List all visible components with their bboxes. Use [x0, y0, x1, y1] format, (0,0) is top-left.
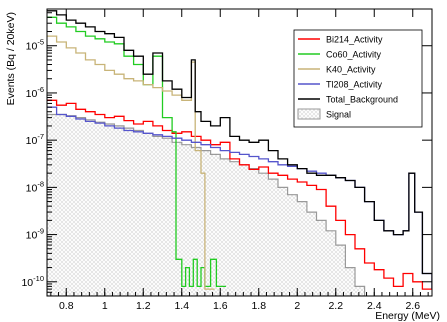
x-tick-label: 1.8 — [251, 300, 266, 312]
x-tick-label: 1.6 — [213, 300, 228, 312]
y-tick-label: 10-8 — [26, 179, 44, 194]
y-tick-label: 10-10 — [21, 274, 44, 289]
legend-swatch-signal — [297, 108, 321, 120]
y-tick-label: 10-6 — [26, 85, 44, 100]
legend-label: Tl208_Activity — [326, 80, 383, 90]
x-tick-label: 2.4 — [367, 300, 382, 312]
x-tick-label: 2.6 — [405, 300, 420, 312]
legend-label: Co60_Activity — [326, 50, 382, 60]
legend-label: K40_Activity — [326, 65, 376, 75]
y-axis-label: Events (Bq / 20keV) — [5, 12, 17, 105]
x-tick-label: 2.2 — [328, 300, 343, 312]
series-bi214-activity — [47, 99, 432, 290]
series-co60-activity — [47, 16, 226, 288]
plot-frame — [46, 8, 433, 297]
plot-area — [47, 10, 432, 296]
x-axis-label: Energy (MeV) — [375, 310, 440, 322]
axes: 0.8 1 1.2 1.4 1.6 1.8 2 2.2 2.4 2.6 10-10 10-9 10-8 1… — [21, 9, 432, 312]
x-tick-label: 1 — [102, 300, 108, 312]
y-tick-label: 10-7 — [26, 132, 44, 147]
legend: Bi214_Activity Co60_Activity K40_Activity T… — [293, 29, 423, 128]
legend-label: Bi214_Activity — [326, 35, 383, 45]
y-tick-label: 10-5 — [26, 38, 44, 53]
series-total-background — [47, 10, 432, 290]
y-tick-label: 10-9 — [26, 227, 44, 242]
x-tick-label: 0.8 — [59, 300, 74, 312]
x-tick-label: 1.4 — [174, 300, 189, 312]
legend-label: Total_Background — [326, 95, 398, 105]
x-tick-label: 2 — [294, 300, 300, 312]
series-signal — [47, 113, 366, 296]
x-tick-label: 1.2 — [136, 300, 151, 312]
legend-label: Signal — [326, 110, 351, 120]
